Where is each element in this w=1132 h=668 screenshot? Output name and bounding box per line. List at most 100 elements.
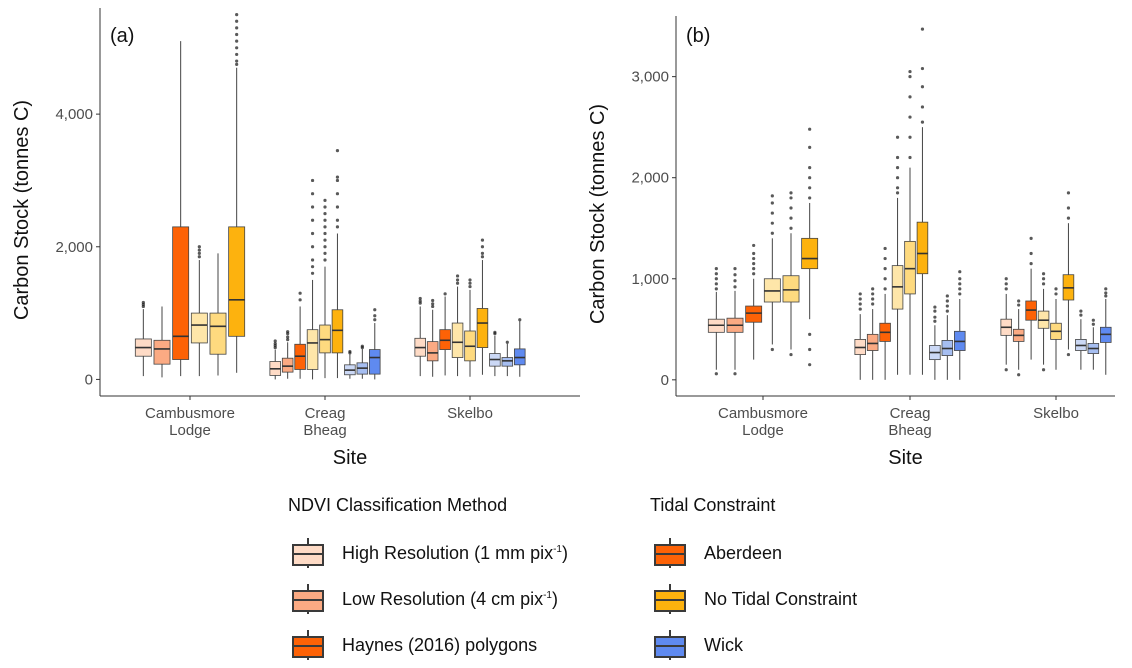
outlier-point — [1066, 206, 1071, 210]
outlier-point — [273, 342, 277, 346]
outlier-point — [323, 245, 327, 249]
outlier-point — [323, 212, 327, 216]
outlier-point — [752, 262, 756, 266]
outlier-point — [286, 330, 290, 334]
box-iqr — [331, 309, 344, 354]
outlier-point — [455, 278, 460, 282]
legend-tidal-item: Aberdeen — [650, 530, 857, 576]
box-haynes-2016-polygons — [294, 291, 306, 379]
outlier-point — [1066, 352, 1071, 357]
box-iqr — [228, 226, 246, 337]
box-iqr — [501, 357, 514, 367]
outlier-point — [945, 299, 949, 303]
legend-tidal: Tidal Constraint Aberdeen No Tidal Constr… — [650, 495, 857, 668]
box-haynes-2016-polygons — [879, 246, 891, 380]
outlier-point — [1017, 373, 1021, 377]
outlier-point — [235, 46, 239, 50]
legend-label: No Tidal Constraint — [704, 589, 857, 610]
box-aberdeen — [891, 135, 904, 375]
outlier-point — [310, 192, 315, 196]
outlier-point — [770, 201, 774, 205]
outlier-point — [235, 32, 239, 37]
outlier-point — [335, 225, 340, 229]
legend-ndvi-item: Low Resolution (4 cm pix-1) — [288, 576, 568, 622]
outlier-point — [335, 218, 340, 222]
outlier-point — [958, 292, 962, 296]
outlier-point — [858, 297, 862, 301]
box-iqr — [916, 221, 929, 275]
outlier-point — [808, 145, 812, 149]
legend-key-swatch — [650, 538, 690, 568]
outlier-point — [920, 120, 925, 124]
outlier-point — [1079, 309, 1083, 313]
outlier-point — [455, 281, 460, 285]
outlier-point — [920, 105, 925, 109]
outlier-point — [480, 251, 485, 256]
outlier-point — [808, 176, 812, 180]
outlier-point — [335, 148, 340, 153]
outlier-point — [310, 265, 315, 269]
outlier-point — [1029, 236, 1033, 240]
outlier-point — [808, 186, 812, 190]
outlier-point — [858, 302, 862, 306]
y-tick-label: 2,000 — [631, 170, 669, 187]
panel-b: 0 1,000 2,000 3,000 (b) Carbon Stock (tonnes … — [587, 16, 1115, 469]
outlier-point — [360, 344, 364, 348]
outlier-point — [958, 282, 962, 286]
outlier-point — [1004, 368, 1008, 372]
outlier-point — [895, 191, 900, 195]
outlier-point — [770, 194, 774, 198]
outlier-point — [945, 304, 949, 308]
y-axis-title: Carbon Stock (tonnes C) — [11, 100, 33, 320]
x-axis-title: Site — [888, 447, 922, 469]
outlier-point — [323, 231, 327, 236]
outlier-point — [958, 277, 962, 281]
outlier-point — [752, 256, 756, 261]
outlier-point — [1004, 287, 1008, 291]
box-aberdeen — [1037, 272, 1050, 372]
box-iqr — [476, 308, 489, 348]
outlier-point — [455, 274, 460, 278]
outlier-point — [789, 206, 793, 210]
legend-label: Haynes (2016) polygons — [342, 635, 537, 656]
outlier-point — [958, 270, 962, 274]
outlier-point — [141, 300, 145, 305]
box-aberdeen — [306, 178, 319, 380]
outlier-point — [871, 287, 875, 291]
outlier-point — [1004, 282, 1008, 286]
outlier-point — [752, 243, 756, 248]
legend-ndvi: NDVI Classification Method High Resoluti… — [288, 495, 568, 668]
box-haynes-2016-polygons — [745, 243, 763, 360]
box-tidal-no-constraint- — [228, 13, 246, 373]
outlier-point — [518, 318, 522, 322]
outlier-point — [197, 248, 201, 252]
outlier-point — [714, 282, 718, 286]
outlier-point — [468, 278, 472, 282]
outlier-point — [908, 155, 912, 160]
box-high-resolution-1-mm-pix-1- — [707, 267, 725, 376]
box-iqr — [153, 339, 171, 365]
outlier-point — [1029, 262, 1033, 266]
outlier-point — [714, 372, 718, 376]
outlier-point — [895, 155, 900, 160]
outlier-point — [920, 85, 925, 89]
box-wick-mid — [941, 294, 954, 380]
legend-tidal-title: Tidal Constraint — [650, 495, 776, 515]
outlier-point — [418, 299, 422, 303]
outlier-point — [920, 27, 925, 31]
outlier-point — [431, 304, 435, 309]
outlier-point — [1104, 291, 1108, 295]
outlier-point — [480, 238, 485, 242]
box-iqr — [281, 357, 294, 373]
outlier-point — [908, 115, 912, 119]
outlier-point — [335, 192, 340, 196]
legend-label-suffix: ) — [552, 588, 558, 609]
outlier-point — [286, 335, 290, 339]
outlier-point — [323, 258, 327, 262]
outlier-point — [1091, 318, 1095, 322]
legend-tidal-item: No Tidal Constraint — [650, 576, 857, 622]
outlier-point — [310, 245, 315, 249]
box-low-resolution-4-cm-pix-1- — [281, 330, 294, 379]
outlier-point — [418, 296, 422, 301]
box-no-tidal-constraint — [464, 278, 476, 377]
